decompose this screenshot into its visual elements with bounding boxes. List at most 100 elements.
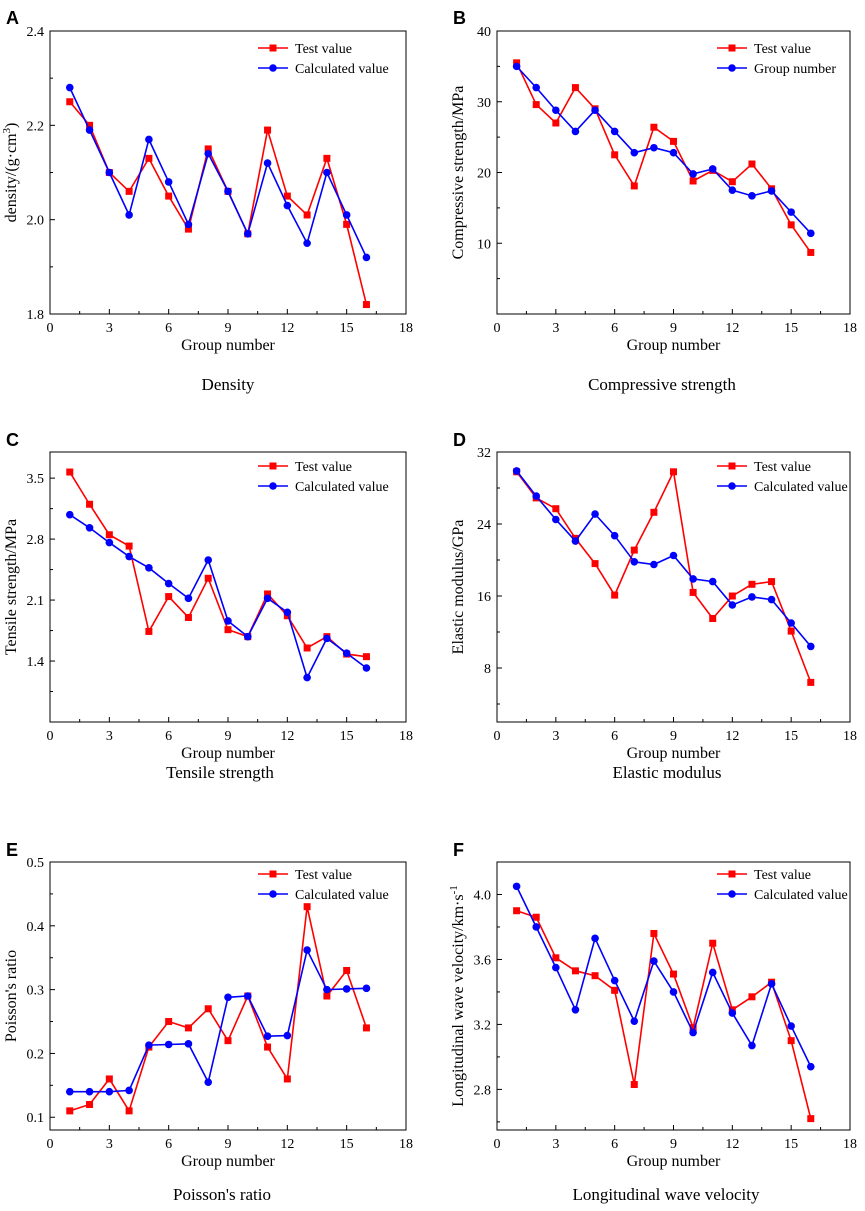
- y-tick-label: 3.6: [474, 953, 492, 968]
- y-axis-title-main: density/(g·cm: [3, 133, 20, 222]
- x-tick-label: 3: [552, 321, 559, 336]
- data-point: [66, 1107, 74, 1115]
- x-tick-label: 18: [843, 729, 857, 744]
- data-point: [748, 160, 756, 168]
- data-point: [184, 594, 193, 603]
- data-point: [125, 542, 133, 550]
- legend-c: Test value Calculated value: [258, 460, 389, 495]
- legend-label: Test value: [754, 868, 811, 883]
- data-point: [552, 963, 560, 972]
- data-point: [283, 1031, 292, 1040]
- data-point: [591, 972, 599, 980]
- data-point: [85, 126, 94, 134]
- y-axis-title-end: ): [3, 123, 20, 128]
- y-tick-label: 0.2: [27, 1047, 45, 1062]
- data-point: [165, 192, 173, 200]
- data-point: [552, 515, 560, 524]
- data-point: [165, 593, 173, 601]
- x-axis-title-c: Group number: [181, 745, 275, 762]
- data-point: [303, 673, 311, 682]
- data-point: [243, 992, 252, 1000]
- data-point: [807, 248, 815, 256]
- panel-letter-e: E: [6, 840, 18, 860]
- data-point: [650, 957, 658, 965]
- data-point: [767, 980, 776, 988]
- data-point: [164, 178, 173, 186]
- x-tick-label: 6: [611, 321, 618, 336]
- x-tick-label: 3: [106, 729, 113, 744]
- data-point: [86, 500, 94, 508]
- data-point: [709, 939, 717, 947]
- data-point: [204, 574, 212, 582]
- x-tick-label: 0: [494, 321, 501, 336]
- x-tick-label: 15: [340, 1137, 354, 1152]
- series-line: [515, 470, 812, 647]
- legend-marker: [269, 870, 277, 878]
- x-tick-label: 12: [280, 321, 294, 336]
- data-point: [532, 923, 541, 931]
- x-tick-label: 6: [611, 1137, 618, 1152]
- series-c-0: [66, 468, 370, 661]
- data-point: [591, 106, 599, 115]
- y-axis-title-c: Tensile strength/MPa: [3, 519, 20, 655]
- data-point: [303, 239, 311, 248]
- x-tick-label: 3: [552, 1137, 559, 1152]
- legend-label: Test value: [295, 460, 352, 475]
- legend-label: Calculated value: [295, 62, 389, 77]
- data-point: [670, 137, 677, 145]
- data-point: [224, 626, 232, 634]
- data-point: [323, 168, 331, 177]
- data-point: [263, 1032, 272, 1040]
- y-axis-title-main: Compressive strength/MPa: [450, 86, 467, 260]
- data-point: [85, 523, 94, 532]
- data-point: [650, 560, 658, 569]
- legend-d: Test value Calculated value: [717, 460, 848, 495]
- x-axis-title-a: Group number: [181, 337, 275, 354]
- x-tick-label: 9: [670, 321, 677, 336]
- data-point: [767, 595, 776, 604]
- data-point: [669, 551, 678, 560]
- data-point: [204, 149, 213, 158]
- data-point: [303, 211, 311, 219]
- panel-letter-b: B: [453, 8, 466, 28]
- data-point: [571, 127, 580, 136]
- x-tick-label: 15: [784, 1137, 798, 1152]
- x-tick-label: 9: [225, 729, 232, 744]
- data-point: [650, 143, 658, 152]
- y-axis-title-main: Elastic modulus/GPa: [450, 520, 467, 655]
- series-f-0: [513, 907, 815, 1123]
- data-point: [728, 601, 737, 609]
- x-tick-label: 18: [399, 1137, 413, 1152]
- x-tick-label: 0: [494, 1137, 501, 1152]
- y-tick-label: 16: [477, 590, 491, 605]
- legend-marker: [728, 44, 736, 52]
- caption-f: Longitudinal wave velocity: [573, 1185, 760, 1204]
- data-point: [748, 1041, 756, 1050]
- data-point: [264, 1043, 272, 1051]
- data-point: [650, 508, 658, 516]
- x-tick-label: 6: [165, 1137, 172, 1152]
- data-point: [748, 593, 756, 601]
- data-point: [303, 946, 311, 954]
- legend-label: Calculated value: [295, 888, 389, 903]
- data-point: [552, 119, 560, 127]
- series-line: [515, 469, 812, 683]
- data-point: [85, 1087, 94, 1096]
- data-point: [105, 168, 114, 177]
- y-axis-title-b: Compressive strength/MPa: [450, 86, 467, 260]
- y-tick-label: 4.0: [474, 888, 492, 903]
- panel-e: E 0 3 6 9 12 15 18 0.1 0.2 0.3 0.4 0.5 Group number Po…: [3, 840, 413, 1204]
- data-point: [669, 988, 678, 996]
- panel-letter-d: D: [453, 430, 466, 450]
- series-line: [69, 947, 367, 1093]
- data-point: [767, 187, 776, 195]
- series-line: [516, 909, 812, 1119]
- data-point: [591, 510, 599, 518]
- data-point: [165, 1018, 173, 1026]
- x-tick-label: 18: [843, 321, 857, 336]
- data-point: [184, 1040, 193, 1048]
- data-point: [728, 1009, 737, 1017]
- x-tick-label: 9: [225, 321, 232, 336]
- legend-a: Test value Calculated value: [258, 42, 389, 77]
